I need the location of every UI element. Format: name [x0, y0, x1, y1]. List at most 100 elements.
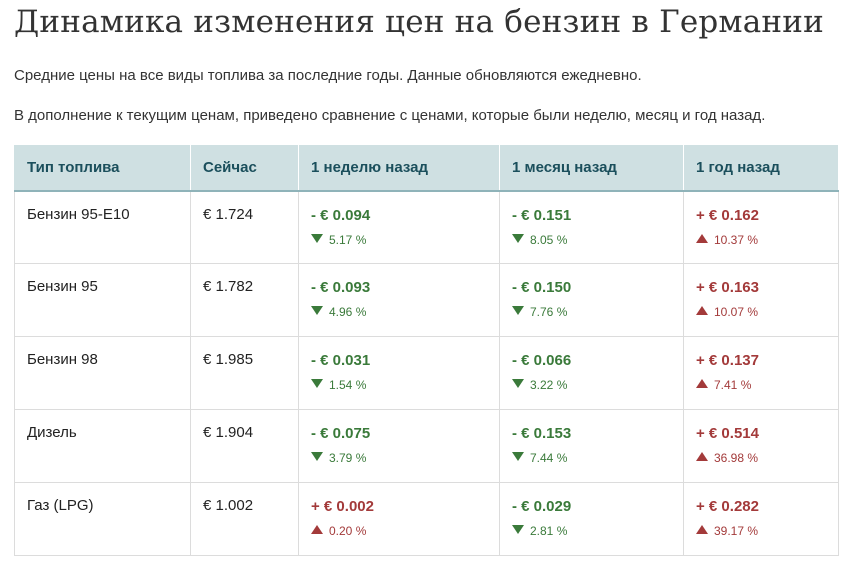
percent-change: 2.81 %	[512, 523, 671, 539]
percent-change: 7.76 %	[512, 304, 671, 320]
percent-change: 39.17 %	[696, 523, 826, 539]
triangle-up-icon	[696, 379, 708, 388]
percent-change: 10.07 %	[696, 304, 826, 320]
percent-change: 0.20 %	[311, 523, 487, 539]
triangle-up-icon	[696, 233, 708, 243]
triangle-down-icon	[311, 379, 323, 388]
percent-change-label: 10.07 %	[714, 305, 759, 319]
week-change-cell: - € 0.093 4.96 %	[298, 263, 500, 337]
triangle-up-icon	[311, 525, 323, 534]
price-change-value: + € 0.162	[696, 206, 759, 224]
price-change-value: - € 0.150	[512, 279, 572, 296]
page: Динамика изменения цен на бензин в Герма…	[14, 4, 839, 556]
percent-change-label: 7.76 %	[530, 305, 568, 319]
triangle-down-icon	[512, 233, 524, 243]
month-change-cell: - € 0.153 7.44 %	[499, 409, 684, 483]
percent-change: 3.22 %	[512, 377, 671, 393]
fuel-type-cell: Дизель	[14, 409, 191, 483]
percent-change: 10.37 %	[696, 232, 826, 248]
price-change-value: - € 0.093	[311, 279, 371, 296]
triangle-down-icon	[512, 525, 524, 534]
percent-change-label: 2.81 %	[530, 524, 568, 538]
price-change-value: + € 0.282	[696, 498, 759, 515]
current-price-cell: € 1.724	[190, 190, 299, 264]
year-change-cell: + € 0.514 36.98 %	[683, 409, 839, 483]
percent-change-label: 5.17 %	[329, 232, 367, 247]
price-change-value: - € 0.151	[512, 206, 572, 224]
week-change-cell: - € 0.075 3.79 %	[298, 409, 500, 483]
page-title: Динамика изменения цен на бензин в Герма…	[14, 4, 825, 40]
price-change-value: + € 0.163	[696, 279, 759, 296]
fuel-type-cell: Бензин 98	[14, 336, 191, 410]
table-row: Дизель € 1.904 - € 0.075 3.79 % - € 0.153 7.4…	[14, 409, 839, 483]
price-change-value: - € 0.029	[512, 498, 572, 515]
current-price-cell: € 1.904	[190, 409, 299, 483]
header-year-ago: 1 год назад	[683, 144, 839, 192]
percent-change: 7.44 %	[512, 450, 671, 466]
year-change-cell: + € 0.137 7.41 %	[683, 336, 839, 410]
year-change-cell: + € 0.282 39.17 %	[683, 482, 839, 556]
fuel-price-table: Тип топлива Сейчас 1 неделю назад 1 меся…	[14, 144, 839, 556]
table-row: Газ (LPG) € 1.002 + € 0.002 0.20 % - € 0.029…	[14, 482, 839, 556]
percent-change: 4.96 %	[311, 304, 487, 320]
percent-change-label: 3.22 %	[530, 378, 568, 392]
current-price-cell: € 1.782	[190, 263, 299, 337]
percent-change-label: 3.79 %	[329, 451, 367, 465]
percent-change-label: 39.17 %	[714, 524, 759, 538]
percent-change-label: 4.96 %	[329, 305, 367, 319]
intro-paragraph-2: В дополнение к текущим ценам, приведено …	[14, 107, 766, 124]
percent-change-label: 36.98 %	[714, 451, 759, 465]
percent-change-label: 7.41 %	[714, 378, 752, 392]
percent-change-label: 7.44 %	[530, 451, 568, 465]
table-row: Бензин 95 € 1.782 - € 0.093 4.96 % - € 0.150…	[14, 263, 839, 337]
fuel-type-cell: Бензин 95-E10	[14, 190, 191, 264]
month-change-cell: - € 0.066 3.22 %	[499, 336, 684, 410]
price-change-value: + € 0.002	[311, 498, 374, 515]
percent-change-label: 10.37 %	[714, 232, 759, 247]
month-change-cell: - € 0.150 7.76 %	[499, 263, 684, 337]
month-change-cell: - € 0.151 8.05 %	[499, 190, 684, 264]
percent-change-label: 0.20 %	[329, 524, 367, 538]
percent-change: 36.98 %	[696, 450, 826, 466]
price-change-value: - € 0.075	[311, 425, 371, 442]
current-price-cell: € 1.985	[190, 336, 299, 410]
triangle-down-icon	[311, 452, 323, 461]
month-change-cell: - € 0.029 2.81 %	[499, 482, 684, 556]
price-change-value: - € 0.066	[512, 352, 572, 369]
percent-change: 8.05 %	[512, 232, 671, 248]
triangle-up-icon	[696, 306, 708, 315]
intro-paragraph-1: Средние цены на все виды топлива за посл…	[14, 67, 642, 84]
triangle-down-icon	[512, 452, 524, 461]
table-row: Бензин 98 € 1.985 - € 0.031 1.54 % - € 0.066…	[14, 336, 839, 410]
header-month-ago: 1 месяц назад	[499, 144, 684, 192]
price-change-value: - € 0.031	[311, 352, 371, 369]
header-fuel-type: Тип топлива	[14, 144, 191, 192]
percent-change: 3.79 %	[311, 450, 487, 466]
triangle-up-icon	[696, 452, 708, 461]
percent-change: 1.54 %	[311, 377, 487, 393]
current-price-cell: € 1.002	[190, 482, 299, 556]
triangle-down-icon	[311, 306, 323, 315]
price-change-value: - € 0.094	[311, 206, 371, 224]
header-now: Сейчас	[190, 144, 299, 192]
fuel-type-cell: Газ (LPG)	[14, 482, 191, 556]
week-change-cell: + € 0.002 0.20 %	[298, 482, 500, 556]
triangle-down-icon	[512, 306, 524, 315]
year-change-cell: + € 0.163 10.07 %	[683, 263, 839, 337]
triangle-down-icon	[311, 233, 323, 243]
percent-change: 7.41 %	[696, 377, 826, 393]
percent-change-label: 1.54 %	[329, 378, 367, 392]
triangle-down-icon	[512, 379, 524, 388]
price-change-value: + € 0.137	[696, 352, 759, 369]
price-change-value: - € 0.153	[512, 425, 572, 442]
table-row: Бензин 95-E10 € 1.724- € 0.094 5.17 % - € 0…	[14, 190, 839, 264]
triangle-up-icon	[696, 525, 708, 534]
week-change-cell: - € 0.031 1.54 %	[298, 336, 500, 410]
table-header-row: Тип топлива Сейчас 1 неделю назад 1 меся…	[14, 144, 839, 192]
price-change-value: + € 0.514	[696, 425, 759, 442]
fuel-type-cell: Бензин 95	[14, 263, 191, 337]
week-change-cell: - € 0.094 5.17 %	[298, 190, 500, 264]
percent-change: 5.17 %	[311, 232, 487, 248]
header-week-ago: 1 неделю назад	[298, 144, 500, 192]
year-change-cell: + € 0.162 10.37 %	[683, 190, 839, 264]
